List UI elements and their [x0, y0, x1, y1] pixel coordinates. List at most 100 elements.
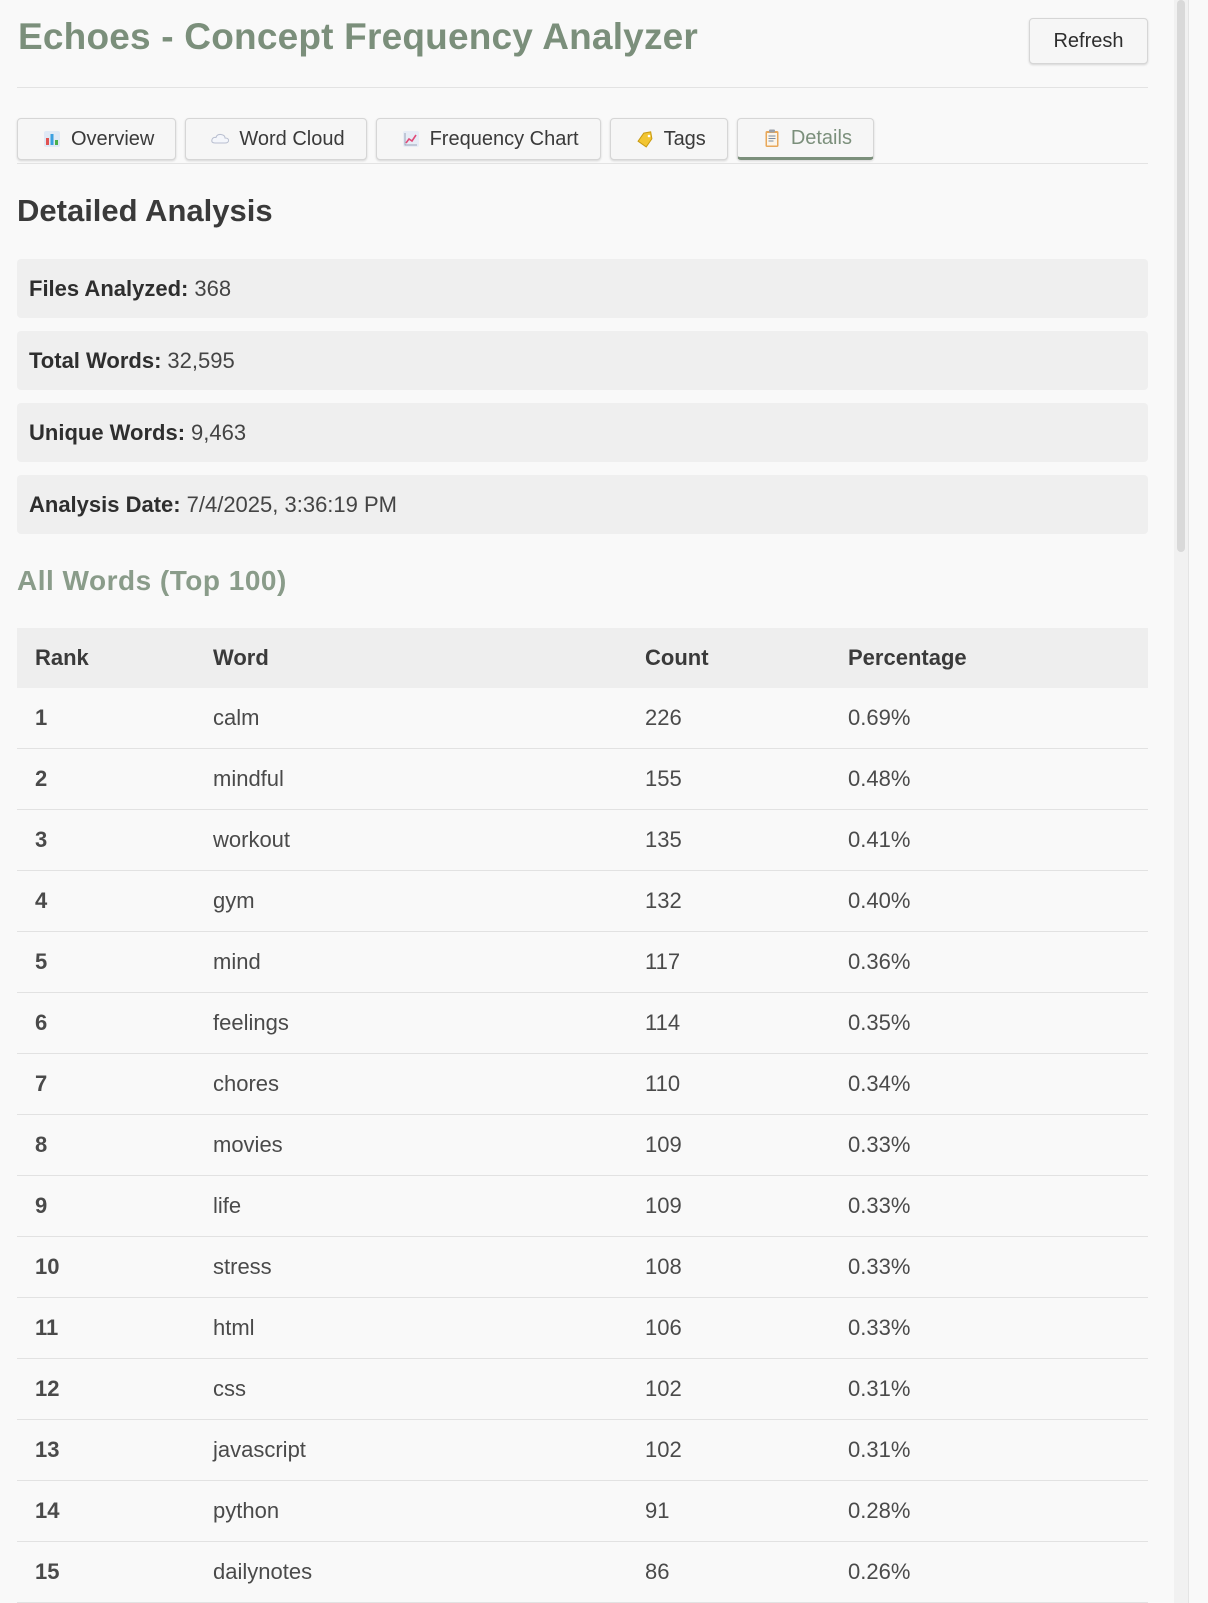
cell-word: javascript	[213, 1419, 645, 1481]
stat-label: Unique Words:	[29, 419, 186, 445]
table-row: 10 stress 108 0.33%	[17, 1236, 1148, 1298]
tab-label: Word Cloud	[239, 127, 345, 150]
tab-label: Frequency Chart	[429, 127, 579, 150]
cell-count: 110	[645, 1053, 848, 1115]
cell-word: dailynotes	[213, 1541, 645, 1603]
cell-rank: 9	[17, 1175, 213, 1237]
column-header-word: Word	[213, 628, 645, 688]
cell-rank: 3	[17, 809, 213, 871]
cell-percentage: 0.41%	[848, 809, 1148, 871]
refresh-button[interactable]: Refresh	[1029, 18, 1148, 64]
cell-count: 91	[645, 1480, 848, 1542]
cell-percentage: 0.34%	[848, 1053, 1148, 1115]
table-row: 14 python 91 0.28%	[17, 1480, 1148, 1542]
section-title: Detailed Analysis	[17, 193, 273, 228]
stat-label: Analysis Date:	[29, 491, 181, 517]
cell-percentage: 0.33%	[848, 1114, 1148, 1176]
clipboard-icon	[765, 129, 779, 147]
cell-word: html	[213, 1297, 645, 1359]
cell-word: gym	[213, 870, 645, 932]
cell-percentage: 0.28%	[848, 1480, 1148, 1542]
table-row: 7 chores 110 0.34%	[17, 1053, 1148, 1115]
cell-percentage: 0.40%	[848, 870, 1148, 932]
app-container: Echoes - Concept Frequency Analyzer Refr…	[17, 0, 1148, 164]
cell-rank: 8	[17, 1114, 213, 1176]
cell-count: 106	[645, 1297, 848, 1359]
stat-label: Files Analyzed:	[29, 275, 189, 301]
cell-percentage: 0.36%	[848, 931, 1148, 993]
tab-frequency-chart[interactable]: Frequency Chart	[375, 118, 601, 160]
cell-percentage: 0.69%	[848, 688, 1148, 749]
stat-unique-words: Unique Words: 9,463	[17, 403, 1148, 462]
vertical-scrollbar[interactable]	[1174, 0, 1188, 1603]
table-row: 2 mindful 155 0.48%	[17, 748, 1148, 810]
window-edge	[1188, 0, 1189, 1603]
scrollbar-thumb[interactable]	[1177, 0, 1185, 552]
table-row: 1 calm 226 0.69%	[17, 688, 1148, 749]
stat-label: Total Words:	[29, 347, 162, 373]
column-header-rank: Rank	[17, 628, 213, 688]
stat-analysis-date: Analysis Date: 7/4/2025, 3:36:19 PM	[17, 475, 1148, 534]
header: Echoes - Concept Frequency Analyzer Refr…	[17, 0, 1148, 88]
cell-count: 108	[645, 1236, 848, 1298]
table-row: 15 dailynotes 86 0.26%	[17, 1541, 1148, 1603]
cell-word: life	[213, 1175, 645, 1237]
tab-details[interactable]: Details	[736, 118, 874, 160]
cell-percentage: 0.33%	[848, 1236, 1148, 1298]
cell-count: 135	[645, 809, 848, 871]
cell-rank: 6	[17, 992, 213, 1054]
tab-tags[interactable]: Tags	[609, 118, 728, 160]
stat-value: 7/4/2025, 3:36:19 PM	[186, 491, 397, 517]
tab-label: Details	[790, 126, 852, 149]
cell-count: 86	[645, 1541, 848, 1603]
cell-rank: 4	[17, 870, 213, 932]
bar-chart-icon	[44, 131, 60, 147]
table-row: 12 css 102 0.31%	[17, 1358, 1148, 1420]
cell-count: 102	[645, 1358, 848, 1420]
cell-count: 102	[645, 1419, 848, 1481]
cell-word: mind	[213, 931, 645, 993]
table-row: 8 movies 109 0.33%	[17, 1114, 1148, 1176]
tab-word-cloud[interactable]: Word Cloud	[185, 118, 367, 160]
table-row: 13 javascript 102 0.31%	[17, 1419, 1148, 1481]
stats-panel: Files Analyzed: 368 Total Words: 32,595 …	[17, 259, 1148, 547]
tab-bar: Overview Word Cloud Frequency Chart Tags	[17, 118, 1148, 164]
tab-label: Overview	[71, 127, 155, 150]
table-body: 1 calm 226 0.69% 2 mindful 155 0.48% 3 workout 135…	[17, 688, 1148, 1603]
cell-count: 114	[645, 992, 848, 1054]
cell-rank: 10	[17, 1236, 213, 1298]
cell-rank: 11	[17, 1297, 213, 1359]
cell-rank: 2	[17, 748, 213, 810]
cell-rank: 1	[17, 688, 213, 749]
stat-value: 368	[194, 275, 232, 301]
cloud-icon	[211, 133, 230, 144]
tab-overview[interactable]: Overview	[17, 118, 177, 160]
column-header-count: Count	[645, 628, 848, 688]
cell-rank: 15	[17, 1541, 213, 1603]
cell-percentage: 0.26%	[848, 1541, 1148, 1603]
cell-rank: 7	[17, 1053, 213, 1115]
cell-count: 109	[645, 1114, 848, 1176]
words-section-title: All Words (Top 100)	[17, 565, 287, 596]
cell-word: movies	[213, 1114, 645, 1176]
table-row: 11 html 106 0.33%	[17, 1297, 1148, 1359]
tab-label: Tags	[663, 127, 706, 150]
cell-rank: 13	[17, 1419, 213, 1481]
cell-percentage: 0.33%	[848, 1297, 1148, 1359]
cell-word: chores	[213, 1053, 645, 1115]
cell-percentage: 0.31%	[848, 1419, 1148, 1481]
table-header-row: Rank Word Count Percentage	[17, 628, 1148, 688]
line-chart-icon	[402, 131, 419, 147]
words-table: Rank Word Count Percentage 1 calm 226 0.69%…	[17, 628, 1148, 1603]
cell-word: feelings	[213, 992, 645, 1054]
table-row: 3 workout 135 0.41%	[17, 809, 1148, 871]
cell-percentage: 0.48%	[848, 748, 1148, 810]
cell-rank: 14	[17, 1480, 213, 1542]
cell-word: python	[213, 1480, 645, 1542]
stat-total-words: Total Words: 32,595	[17, 331, 1148, 390]
cell-word: mindful	[213, 748, 645, 810]
cell-rank: 5	[17, 931, 213, 993]
cell-count: 117	[645, 931, 848, 993]
stat-files-analyzed: Files Analyzed: 368	[17, 259, 1148, 318]
cell-percentage: 0.31%	[848, 1358, 1148, 1420]
